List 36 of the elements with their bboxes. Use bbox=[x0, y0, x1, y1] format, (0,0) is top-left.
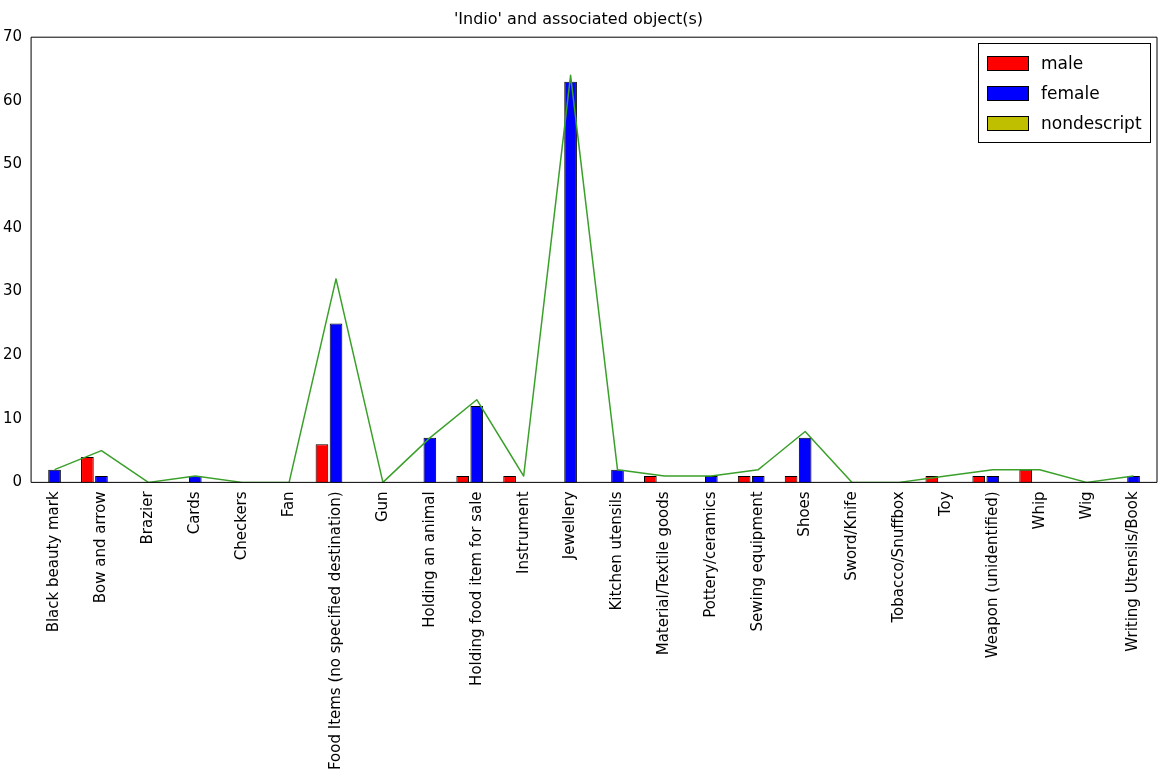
x-tick-label: Whip bbox=[1029, 491, 1048, 530]
y-tick-label: 60 bbox=[2, 90, 23, 109]
y-tick-label: 50 bbox=[2, 154, 23, 173]
x-tick-label: Sewing equipment bbox=[748, 491, 767, 632]
x-tick-label: Tobacco/Snuffbox bbox=[888, 491, 907, 624]
x-tick-label: Jewellery bbox=[560, 491, 579, 561]
x-tick-label: Holding food item for sale bbox=[466, 491, 485, 686]
x-tick-label: Material/Textile goods bbox=[654, 491, 673, 656]
legend-label: nondescript bbox=[1041, 113, 1142, 134]
x-tick-label: Shoes bbox=[795, 491, 814, 537]
x-tick-label: Food Items (no specified destination) bbox=[325, 491, 344, 771]
y-tick-label: 10 bbox=[2, 408, 23, 427]
x-tick-label: Checkers bbox=[232, 491, 251, 561]
x-tick-label: Pottery/ceramics bbox=[701, 491, 720, 618]
y-tick-label: 20 bbox=[2, 345, 23, 364]
x-tick-label: Bow and arrow bbox=[91, 491, 110, 604]
x-tick-label: Fan bbox=[279, 491, 297, 518]
x-tick-label: Black beauty mark bbox=[44, 491, 63, 633]
x-tick-label: Kitchen utensils bbox=[607, 491, 626, 611]
y-tick-label: 40 bbox=[2, 217, 23, 236]
y-tick-label: 0 bbox=[12, 472, 23, 491]
x-tick-label: Toy bbox=[935, 491, 954, 518]
x-tick-label: Writing Utensils/Book bbox=[1123, 491, 1142, 652]
chart-title: 'Indio' and associated object(s) bbox=[453, 8, 704, 28]
x-tick-label: Cards bbox=[185, 491, 204, 535]
x-tick-label: Holding an animal bbox=[419, 491, 438, 628]
x-tick-label: Instrument bbox=[513, 491, 532, 574]
x-tick-label: Gun bbox=[372, 491, 391, 523]
legend-label: female bbox=[1041, 83, 1100, 104]
y-tick-label: 70 bbox=[2, 27, 23, 46]
y-tick-label: 30 bbox=[2, 281, 23, 300]
x-tick-label: Wig bbox=[1076, 491, 1095, 520]
x-tick-label: Weapon (unidentified) bbox=[982, 491, 1001, 659]
x-tick-label: Sword/Knife bbox=[841, 491, 860, 581]
legend-label: male bbox=[1041, 53, 1084, 74]
x-tick-label: Brazier bbox=[138, 490, 157, 545]
